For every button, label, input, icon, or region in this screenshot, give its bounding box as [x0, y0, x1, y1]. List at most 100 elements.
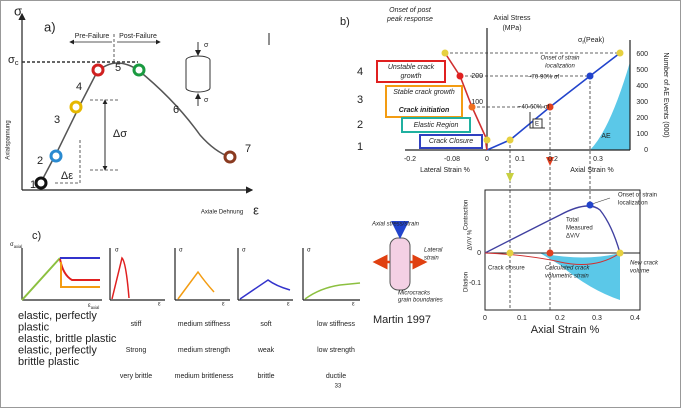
property-label: weak [257, 347, 275, 354]
stage-number: 4 [357, 66, 363, 78]
label: Lateral Strain % [420, 167, 470, 174]
axis-symbol: σ [307, 248, 311, 254]
label: Calculated crack [545, 266, 590, 272]
legend-entry: elastic, perfectly [18, 344, 97, 356]
symbol: σf(Peak) [578, 37, 604, 46]
tick-label: 300 [636, 99, 648, 106]
property-label: soft [260, 321, 271, 328]
stage-number: 3 [357, 94, 363, 106]
label: Onset of strain [540, 56, 580, 62]
tick-label: 0.1 [517, 315, 527, 322]
panel-label: c) [32, 230, 41, 242]
stage-number: 2 [357, 119, 363, 131]
label: Contraction [464, 200, 470, 231]
point-label: 6 [173, 104, 179, 116]
label: ε [253, 202, 259, 217]
label: volumetric strain [545, 274, 589, 280]
label: σ [14, 3, 22, 18]
symbol: σc [8, 54, 19, 67]
label: peak response [386, 16, 433, 23]
axis-symbol: ε [352, 302, 355, 308]
panel-label: a) [44, 19, 56, 34]
tick-label: 0.2 [555, 315, 565, 322]
property-label: low strength [317, 347, 355, 354]
stage-number: 1 [357, 141, 363, 153]
label: Δε [61, 170, 73, 182]
label: strain [424, 256, 439, 262]
label: ~70-90% σf [528, 75, 560, 81]
label: AE [601, 133, 611, 140]
tick-label: 0 [477, 250, 481, 257]
property-label: low stiffness [317, 321, 355, 328]
label: Onset of post [389, 7, 432, 14]
label: Crack initiation [399, 107, 450, 114]
symbol-subscript: axial [91, 305, 100, 310]
axis-symbol: ε [158, 302, 161, 308]
tick-label: 0 [644, 147, 648, 154]
symbol-base: σ [578, 37, 583, 44]
property-label: medium stiffness [178, 321, 231, 328]
symbol-base: σ [10, 242, 14, 248]
point-label: 4 [76, 81, 82, 93]
label: Martin 1997 [373, 314, 431, 326]
label: Onset of strain [618, 193, 657, 199]
label: Axial Strain % [531, 324, 600, 336]
label: ΔV/V [566, 234, 580, 240]
label: Unstable crack [388, 64, 435, 71]
tick-label: 600 [636, 51, 648, 58]
tick-label: 500 [636, 67, 648, 74]
label: Axiale Dehnung [201, 210, 243, 216]
panel-b-shapes [372, 28, 641, 311]
label: localization [545, 64, 575, 70]
label: Measured [566, 226, 593, 232]
tick-label: 0 [483, 315, 487, 322]
axis-symbol: σ [242, 248, 246, 254]
symbol: εaxial [88, 303, 99, 311]
property-label: very brittle [120, 373, 152, 380]
label: Elastic Region [414, 122, 459, 129]
tick-label: 0 [485, 156, 489, 163]
label: Crack closure [488, 266, 525, 272]
tick-label: 200 [636, 115, 648, 122]
tick-label: 200 [471, 73, 483, 80]
point-label: 5 [115, 62, 121, 74]
symbol-subscript: c [15, 58, 19, 67]
label: σ [204, 42, 209, 49]
label: localization [618, 201, 648, 207]
label: (MPa) [502, 25, 521, 32]
tick-label: -0.2 [404, 156, 416, 163]
label: grain boundaries [398, 298, 443, 304]
label: E [535, 122, 539, 128]
label: Microcracks [398, 291, 430, 297]
symbol-base: σ [8, 54, 15, 66]
tick-label: 0.3 [592, 315, 602, 322]
point-label: 1 [30, 179, 36, 191]
label: Crack Closure [429, 138, 473, 145]
property-label: medium strength [178, 347, 230, 354]
property-label: ductile [326, 373, 346, 380]
tick-label: -0.08 [444, 156, 460, 163]
property-label: medium brittleness [175, 373, 234, 380]
label: Lateral [424, 248, 443, 254]
axis-symbol: σ [115, 248, 119, 254]
symbol-base: ε [88, 303, 91, 309]
property-label: brittle [257, 373, 274, 380]
property-label: stiff [131, 321, 142, 328]
property-label: Strong [126, 347, 147, 354]
legend-entry: elastic, brittle plastic [18, 333, 117, 345]
symbol-subscript: axial [14, 244, 23, 249]
label: growth [400, 73, 421, 80]
tick-label: 0.3 [593, 156, 603, 163]
label: ~40-60% σf [518, 105, 550, 111]
label: Axial stress/strain [371, 222, 420, 228]
symbol-subscript: f [582, 40, 584, 46]
panel-c-shapes [21, 248, 361, 301]
label: Number of AE Events (000) [662, 52, 669, 137]
panel-a-shapes [18, 12, 270, 194]
label: σ [204, 97, 209, 104]
label: Dilation [464, 272, 470, 292]
tick-label: 0.4 [630, 315, 640, 322]
label: volume [630, 269, 650, 275]
axis-symbol: ε [287, 302, 290, 308]
